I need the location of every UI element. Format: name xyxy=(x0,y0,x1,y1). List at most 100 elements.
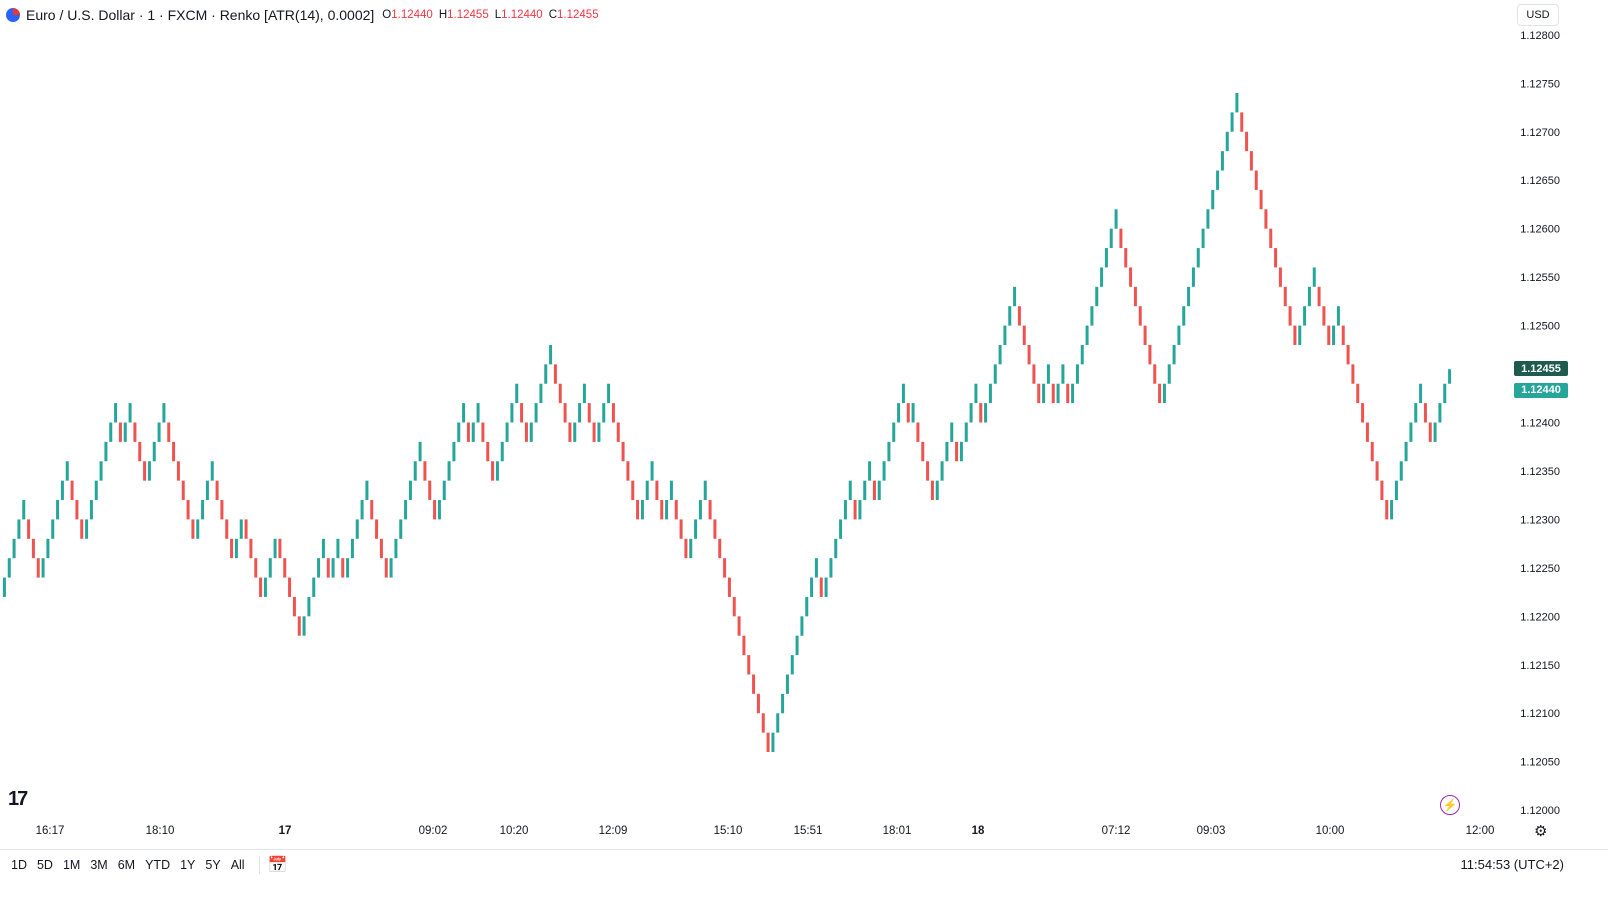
renko-brick xyxy=(669,480,673,501)
renko-brick xyxy=(906,403,910,423)
renko-brick xyxy=(524,422,528,442)
renko-brick xyxy=(988,383,992,404)
renko-brick xyxy=(481,422,485,442)
renko-brick xyxy=(1100,267,1104,287)
renko-brick xyxy=(1399,461,1403,481)
x-tick-label: 18:10 xyxy=(146,825,175,837)
renko-brick xyxy=(7,558,11,578)
renko-brick xyxy=(795,635,799,656)
renko-brick xyxy=(176,461,180,481)
gear-icon[interactable]: ⚙ xyxy=(1534,823,1548,840)
renko-brick xyxy=(640,500,644,520)
symbol-title[interactable]: Euro / U.S. Dollar · 1 · FXCM · Renko [A… xyxy=(26,7,375,23)
range-3m[interactable]: 3M xyxy=(90,858,108,872)
renko-brick xyxy=(674,500,678,520)
renko-brick xyxy=(278,538,282,559)
range-1y[interactable]: 1Y xyxy=(180,858,196,872)
range-5y[interactable]: 5Y xyxy=(205,858,221,872)
renko-brick xyxy=(317,558,321,578)
renko-brick xyxy=(964,422,968,442)
range-ytd[interactable]: YTD xyxy=(145,858,171,872)
range-all[interactable]: All xyxy=(230,858,245,872)
renko-brick xyxy=(31,538,35,559)
renko-brick xyxy=(698,500,702,520)
range-5d[interactable]: 5D xyxy=(36,858,53,872)
renko-brick xyxy=(85,519,89,539)
renko-brick xyxy=(89,500,93,520)
renko-brick xyxy=(665,500,669,520)
renko-brick xyxy=(1191,267,1195,287)
renko-brick xyxy=(930,480,934,501)
renko-brick xyxy=(911,403,915,423)
renko-brick xyxy=(147,461,151,481)
renko-brick xyxy=(1187,286,1191,307)
renko-brick xyxy=(1385,500,1389,520)
x-tick-label: 07:12 xyxy=(1102,825,1131,837)
renko-brick xyxy=(1042,383,1046,404)
renko-brick xyxy=(1230,112,1234,132)
currency-button[interactable]: USD xyxy=(1517,4,1559,26)
renko-brick xyxy=(336,538,340,559)
renko-brick xyxy=(428,480,432,501)
calendar-goto-icon[interactable]: 📅 xyxy=(267,857,288,874)
ohlc-close: C1.12455 xyxy=(548,9,599,21)
renko-brick xyxy=(1346,344,1350,365)
renko-brick xyxy=(1177,325,1181,345)
renko-brick xyxy=(1201,228,1205,249)
renko-brick xyxy=(12,538,16,559)
renko-brick xyxy=(868,461,872,481)
renko-brick xyxy=(713,519,717,539)
renko-brick xyxy=(887,441,891,462)
tradingview-logo[interactable]: 17 xyxy=(8,788,28,810)
renko-brick xyxy=(1066,383,1070,404)
renko-brick xyxy=(737,616,741,636)
renko-brick xyxy=(1153,364,1157,384)
renko-brick xyxy=(1119,228,1123,249)
renko-brick xyxy=(1443,383,1447,404)
lightning-icon[interactable]: ⚡ xyxy=(1440,795,1460,815)
range-1d[interactable]: 1D xyxy=(11,858,27,872)
ohlc-high: H1.12455 xyxy=(438,9,489,21)
renko-brick xyxy=(829,558,833,578)
renko-brick xyxy=(810,577,814,597)
renko-brick xyxy=(1414,403,1418,423)
renko-brick xyxy=(1448,369,1452,384)
renko-brick xyxy=(476,403,480,423)
renko-brick xyxy=(80,519,84,539)
renko-brick xyxy=(181,480,185,501)
x-tick-label: 09:02 xyxy=(419,825,448,837)
renko-brick xyxy=(1172,344,1176,365)
renko-brick xyxy=(1404,441,1408,462)
renko-brick xyxy=(1298,325,1302,345)
x-tick-label: 15:10 xyxy=(714,825,743,837)
renko-brick xyxy=(1216,170,1220,190)
renko-brick xyxy=(534,403,538,423)
renko-brick xyxy=(781,693,785,714)
y-tick-label: 1.12250 xyxy=(1520,563,1560,575)
renko-brick xyxy=(848,480,852,501)
renko-brick xyxy=(824,577,828,597)
renko-brick xyxy=(288,577,292,597)
renko-brick xyxy=(51,519,55,539)
renko-brick xyxy=(1423,403,1427,423)
range-1m[interactable]: 1M xyxy=(62,858,81,872)
renko-brick xyxy=(621,441,625,462)
renko-brick xyxy=(882,461,886,481)
renko-brick xyxy=(205,480,209,501)
renko-brick xyxy=(118,422,122,442)
renko-brick xyxy=(254,558,258,578)
x-tick-label: 15:51 xyxy=(794,825,823,837)
renko-brick xyxy=(694,519,698,539)
renko-brick xyxy=(582,383,586,404)
y-tick-label: 1.12650 xyxy=(1520,175,1560,187)
x-tick-label: 12:09 xyxy=(599,825,628,837)
y-tick-label: 1.12550 xyxy=(1520,272,1560,284)
renko-brick xyxy=(1365,422,1369,442)
renko-brick xyxy=(244,519,248,539)
renko-brick xyxy=(650,461,654,481)
renko-brick xyxy=(1109,228,1113,249)
ohlc-low: L1.12440 xyxy=(494,9,543,21)
clock[interactable]: 11:54:53 (UTC+2) xyxy=(1460,857,1564,872)
range-6m[interactable]: 6M xyxy=(117,858,136,872)
